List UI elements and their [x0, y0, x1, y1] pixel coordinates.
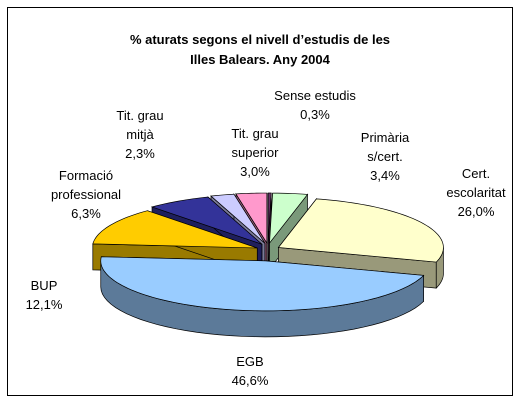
value-label: 26,0%	[457, 204, 495, 219]
value-label: 3,0%	[240, 164, 270, 179]
value-label: 3,4%	[370, 168, 400, 183]
category-label: EGB	[236, 354, 264, 369]
category-label: BUP	[30, 278, 58, 293]
category-label: Primària s/cert.	[360, 130, 410, 164]
pie-slice	[150, 196, 263, 245]
value-label: 46,6%	[231, 373, 269, 388]
pie-slice	[277, 198, 444, 263]
value-label: 2,3%	[125, 146, 155, 161]
category-label: Tit. grau superior	[231, 126, 279, 160]
pie-slice	[267, 192, 272, 244]
pie-slice	[210, 193, 266, 244]
pie-slice	[92, 210, 258, 249]
category-label: Cert. escolaritat	[446, 166, 506, 200]
pie-slice	[269, 192, 309, 245]
pie-slice	[235, 192, 268, 245]
pie-slice	[100, 256, 425, 312]
chart-title: % aturats segons el nivell d’estudis de …	[129, 32, 391, 67]
category-label: Tit. grau mitjà	[116, 108, 164, 142]
category-label: Formació professional	[50, 168, 122, 202]
value-label: 6,3%	[71, 206, 101, 221]
category-label: Sense estudis	[274, 88, 356, 103]
value-label: 0,3%	[300, 107, 330, 122]
value-label: 12,1%	[25, 297, 63, 312]
